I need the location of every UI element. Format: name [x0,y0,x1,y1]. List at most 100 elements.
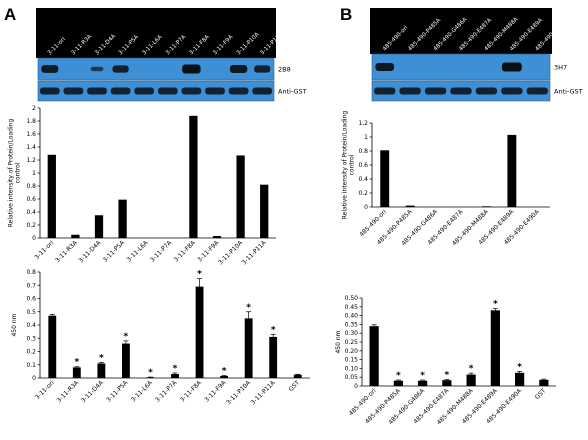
a-band-gst-6 [181,87,202,95]
a-band-gst-4 [134,87,155,95]
a-elisa-bar-1 [72,367,81,378]
a-band-gst-7 [205,87,225,95]
a-elisa-xtick-label-6: 3-11-F8A [179,379,204,404]
a-band-gst-9 [252,87,273,95]
a-elisa-bar-6 [195,286,204,378]
a-blot-row-gst [37,80,275,102]
b-ratio-ytick-label-5: 1 [364,134,368,141]
b-elisa-bar-7 [539,379,549,386]
a-elisa-sig-marker-6: * [197,270,202,280]
b-ratio-ytick-label-6: 1.2 [358,120,368,127]
a-ratio-y-axis-label-line-0: Relative intensity of Protein/Loading [8,119,15,228]
b-elisa-bar-0 [369,326,379,386]
a-elisa-xtick-label-0: 3-11-ori [34,379,56,401]
a-band-top-6 [182,64,201,74]
a-band-top-8 [229,64,248,74]
b-elisa-ytick-label-8: 0.40 [345,313,359,320]
b-blot-label-gst: Anti-GST [554,88,583,96]
a-elisa-xtick-label-3: 3-11-P5A [105,379,130,404]
b-band-gst-0 [374,87,396,95]
a-band-gst-5 [157,87,178,95]
a-blot-label-antibody: 2B8 [278,66,291,74]
b-elisa-ytick-label-7: 0.35 [345,321,359,328]
a-elisa-xtick-label-7: 3-11-F9A [203,379,228,404]
a-elisa-ytick-label-0: 0 [32,375,36,382]
a-elisa-ytick-label-4: 0.4 [26,322,36,329]
a-ratio-xtick-label-0: 3-11-ori [34,239,56,261]
a-elisa-xtick-label-2: 3-11-D4A [80,379,106,405]
a-ratio-ytick-label-3: 0.6 [26,196,36,203]
b-elisa-bar-6 [515,372,525,386]
b-elisa-bar-4 [466,374,476,386]
a-elisa-sig-marker-3: * [124,332,129,342]
a-band-top-3 [112,65,129,73]
b-elisa-sig-marker-4: * [469,364,474,374]
a-elisa-sig-marker-8: * [246,303,251,313]
b-elisa-bar-1 [393,380,403,386]
a-band-top-2 [90,66,104,72]
b-elisa-sig-marker-5: * [493,300,498,310]
panel-letter-a: A [4,5,16,24]
a-ratio-bar-0 [47,154,56,238]
b-elisa-chart: 0 0.05 0.100.15 0.20 0.25 0.30 0.350.40 0.45 0.5… [335,295,556,426]
b-band-gst-5 [501,87,523,95]
b-ratio-y-axis-label-line-0: Relative intensity of Protein/Loading [342,111,349,220]
a-ratio-ytick-label-6: 1.2 [26,157,36,164]
b-ratio-ytick-label-4: 0.8 [358,148,368,155]
a-ratio-ytick-label-9: 1.8 [26,118,36,125]
b-elisa-ytick-label-3: 0.15 [345,357,359,364]
b-elisa-ytick-label-5: 0.25 [345,339,359,346]
a-elisa-xtick-label-10: GST [288,379,302,393]
b-ratio-ytick-label-0: 0 [364,204,368,211]
b-blot-header [370,8,552,54]
a-blot-row-antibody [37,57,275,81]
b-ratio-ytick-label-3: 0.6 [358,162,368,169]
a-ratio-chart: 0 0.2 0.4 0.6 0.8 1 1.2 1.4 1.6 1.8 2 Relative inte… [8,105,276,267]
b-elisa-bar-2 [418,380,428,386]
a-elisa-sig-marker-9: * [271,325,276,335]
b-ratio-bar-1 [405,205,415,207]
a-blot-label-gst: Anti-GST [278,88,307,96]
a-ratio-bar-9 [260,184,269,238]
b-elisa-bar-3 [442,380,452,386]
b-elisa-ytick-label-4: 0.20 [345,348,359,355]
a-elisa-ytick-label-5: 0.5 [26,309,36,316]
a-ratio-ytick-label-5: 1 [32,170,36,177]
a-ratio-ytick-label-4: 0.8 [26,183,36,190]
b-elisa-ytick-label-0: 0 [354,383,358,390]
a-ratio-bar-2 [94,215,104,238]
b-ratio-y-axis-label: Relative intensity of Protein/Loadingcon… [342,111,356,220]
b-ratio-y-axis-label-line-1: control [349,154,356,175]
b-elisa-sig-marker-2: * [420,371,425,381]
a-elisa-bar-9 [269,336,278,378]
a-elisa-bar-7 [220,376,229,378]
a-ratio-bar-7 [212,236,222,238]
b-elisa-ytick-label-6: 0.30 [345,330,359,337]
a-ratio-ytick-label-7: 1.4 [26,144,36,151]
a-ratio-ytick-label-0: 0 [32,235,36,242]
a-ratio-bar-3 [118,199,127,238]
b-elisa-ytick-label-10: 0.50 [345,295,359,302]
a-ratio-xtick-label-6: 3-11-F8A [173,239,198,264]
a-ratio-xtick-label-9: 3-11-P11A [241,239,269,267]
panel-letter-b: B [340,5,352,24]
a-elisa-xtick-label-5: 3-11-P7A [154,379,179,404]
a-ratio-bar-1 [71,234,80,238]
a-ratio-ytick-label-10: 2 [32,105,36,112]
b-elisa-bar-5 [490,310,500,386]
a-elisa-ytick-label-1: 0.1 [26,362,36,369]
a-elisa-sig-marker-2: * [99,353,104,363]
a-ratio-xtick-label-5: 3-11-P7A [149,239,174,264]
a-elisa-sig-marker-7: * [222,366,227,376]
a-elisa-bar-5 [171,374,179,378]
b-elisa-sig-marker-6: * [517,362,522,372]
b-elisa-ytick-label-9: 0.45 [345,304,359,311]
a-ratio-xtick-label-2: 3-11-D4A [77,239,103,265]
a-elisa-sig-marker-1: * [74,358,79,368]
a-band-gst-2 [87,87,107,95]
a-elisa-bar-4 [146,377,155,378]
a-elisa-ytick-label-3: 0.3 [26,335,36,342]
a-elisa-ytick-label-2: 0.2 [26,349,36,356]
